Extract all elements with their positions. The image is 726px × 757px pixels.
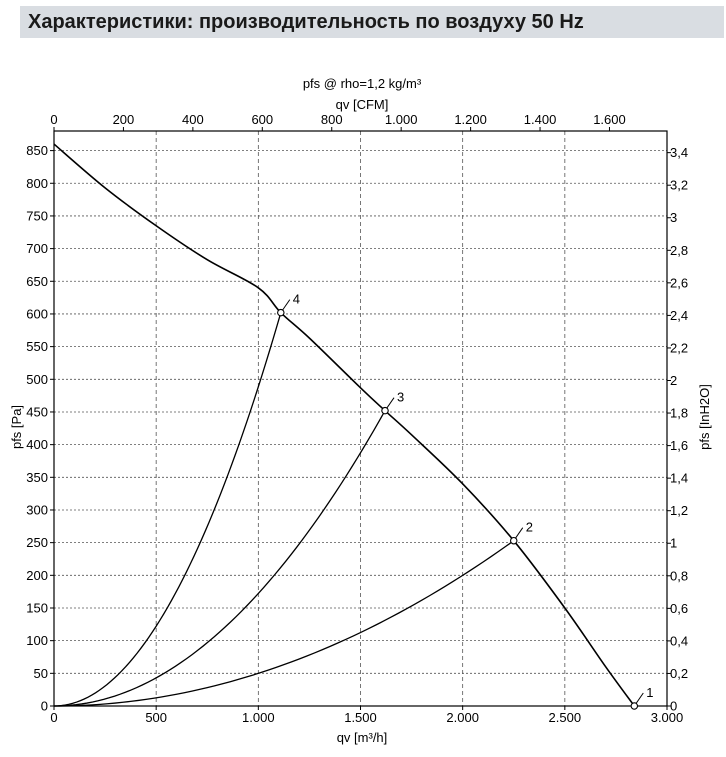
tick-labels: 0 500 1.000 1.500 2.000 2.500 3.00005010015020… (26, 112, 688, 725)
x2-axis-label: qv [CFM] (336, 97, 389, 112)
y2-tick-label: 0,2 (670, 666, 688, 681)
x2-tick-label: 600 (251, 112, 273, 127)
y2-tick-label: 1,6 (670, 438, 688, 453)
system-curve-4 (53, 312, 282, 707)
operating-point-4 (277, 308, 285, 317)
y-tick-label: 600 (26, 306, 48, 321)
y-tick-label: 250 (26, 535, 48, 550)
chart-title: pfs @ rho=1,2 kg/m³ (303, 76, 422, 91)
x-tick-label: 0 (50, 710, 57, 725)
y-tick-label: 0 (41, 699, 48, 714)
x2-tick-label: 1.400 (524, 112, 557, 127)
y2-axis-label: pfs [InH2O] (697, 384, 712, 450)
y-tick-label: 200 (26, 568, 48, 583)
axes (50, 127, 671, 710)
y2-tick-label: 0,4 (670, 633, 688, 648)
operating-point-label-3: 3 (397, 390, 404, 405)
operating-point-3 (381, 406, 389, 415)
fan-curve-0 (53, 143, 635, 707)
y-tick-label: 700 (26, 241, 48, 256)
x-tick-label: 1.500 (344, 710, 377, 725)
x2-tick-label: 1.200 (454, 112, 487, 127)
x2-tick-label: 1.000 (385, 112, 418, 127)
operating-point-2 (509, 536, 518, 545)
curves (53, 143, 635, 707)
x-axis-label: qv [m³/h] (337, 730, 388, 745)
y2-tick-label: 1,8 (670, 406, 688, 421)
y2-tick-label: 0 (670, 699, 677, 714)
operating-point-label-4: 4 (293, 292, 300, 307)
operating-point-label-2: 2 (526, 520, 533, 535)
system-curve-3 (53, 410, 386, 707)
y-tick-label: 100 (26, 633, 48, 648)
y-tick-label: 750 (26, 208, 48, 223)
page-title: Характеристики: производительность по во… (28, 11, 584, 33)
x-tick-label: 1.000 (242, 710, 275, 725)
y2-tick-label: 3,4 (670, 145, 688, 160)
operating-point-label-1: 1 (646, 685, 653, 700)
y-tick-label: 50 (34, 666, 48, 681)
y2-tick-label: 2,2 (670, 340, 688, 355)
y2-tick-label: 0,8 (670, 568, 688, 583)
y-tick-label: 650 (26, 274, 48, 289)
system-curve-2 (53, 540, 515, 707)
y-tick-label: 450 (26, 404, 48, 419)
x-tick-label: 2.000 (446, 710, 479, 725)
operating-points: 1 2 3 4 (277, 292, 654, 710)
y2-tick-label: 2,6 (670, 275, 688, 290)
x-tick-label: 2.500 (549, 710, 582, 725)
y2-tick-label: 0,6 (670, 601, 688, 616)
operating-point-1 (630, 702, 639, 710)
grid (54, 131, 667, 706)
y-tick-label: 800 (26, 176, 48, 191)
x2-tick-label: 1.600 (593, 112, 626, 127)
x-tick-label: 3.000 (651, 710, 684, 725)
x2-tick-label: 0 (50, 112, 57, 127)
y-tick-label: 550 (26, 339, 48, 354)
y-tick-label: 500 (26, 372, 48, 387)
x2-tick-label: 200 (113, 112, 135, 127)
y2-tick-label: 2,8 (670, 243, 688, 258)
x2-tick-label: 800 (321, 112, 343, 127)
y2-tick-label: 1,2 (670, 503, 688, 518)
y2-tick-label: 2 (670, 373, 677, 388)
x2-tick-label: 400 (182, 112, 204, 127)
y-tick-label: 850 (26, 143, 48, 158)
y-axis-label: pfs [Pa] (9, 405, 24, 449)
y-tick-label: 300 (26, 502, 48, 517)
x-tick-label: 500 (145, 710, 167, 725)
y-tick-label: 350 (26, 470, 48, 485)
y-tick-label: 400 (26, 437, 48, 452)
y2-tick-label: 1,4 (670, 471, 688, 486)
y2-tick-label: 3 (670, 210, 677, 225)
y2-tick-label: 3,2 (670, 178, 688, 193)
title-bar: Характеристики: производительность по во… (20, 6, 724, 38)
y-tick-label: 150 (26, 600, 48, 615)
y2-tick-label: 2,4 (670, 308, 688, 323)
y2-tick-label: 1 (670, 536, 677, 551)
